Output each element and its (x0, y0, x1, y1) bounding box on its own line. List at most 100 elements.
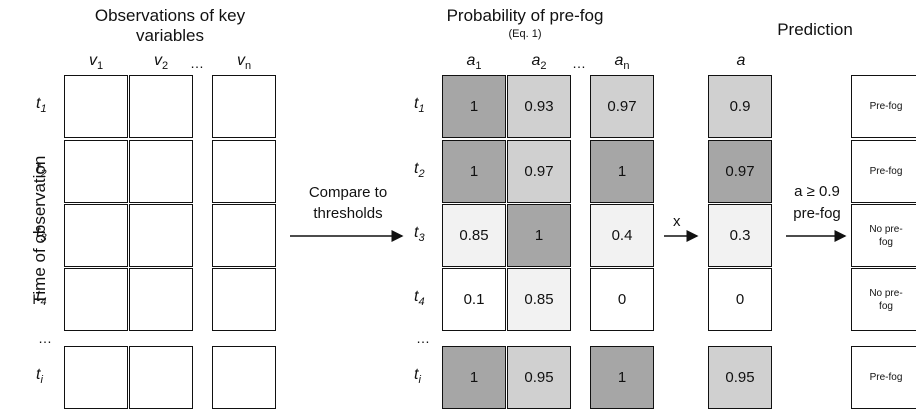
probability-cell: 1 (507, 204, 571, 267)
prediction-label: Pre-fog (869, 101, 903, 112)
prediction-label: Pre-fog (869, 372, 903, 383)
prob-column-header: an (592, 52, 652, 72)
row-label-sub: 2 (40, 168, 47, 181)
probability-cell: 0.1 (442, 268, 506, 331)
combined-probability-cell: 0.3 (708, 204, 772, 267)
row-label-base: t (36, 288, 41, 305)
prob-column-header-sub: n (623, 60, 630, 73)
prob-header-ellipsis: … (572, 55, 587, 71)
probability-cell: 0.97 (590, 75, 654, 138)
obs-row-label: t1 (36, 95, 66, 115)
row-label-sub: 4 (418, 296, 425, 309)
observation-cell (212, 140, 276, 203)
prob-row-label: t3 (414, 224, 444, 244)
observation-cell (64, 346, 128, 409)
observation-cell (129, 75, 193, 138)
observation-cell (212, 75, 276, 138)
obs-row-label: t4 (36, 288, 66, 308)
combined-probability-cell: 0.97 (708, 140, 772, 203)
row-label-base: t (414, 224, 419, 241)
prob-column-header-sub: 2 (540, 60, 547, 73)
obs-row-label: t2 (36, 160, 66, 180)
probability-cell: 1 (442, 346, 506, 409)
prediction-title: Prediction (777, 20, 853, 39)
obs-column-header-base: v (236, 52, 245, 69)
prob-column-header-base: a (531, 52, 541, 69)
probability-cell: 0.97 (507, 140, 571, 203)
observation-cell (212, 204, 276, 267)
prediction-cell: No pre-fog (851, 204, 916, 267)
obs-column-header-base: v (153, 52, 162, 69)
prediction-cell: Pre-fog (851, 140, 916, 203)
multiply-arrow-label: x (673, 213, 681, 230)
obs-column-header-base: v (88, 52, 97, 69)
obs-column-header: vn (214, 52, 274, 72)
row-label-sub: 1 (40, 103, 47, 116)
observation-cell (129, 346, 193, 409)
probability-cell: 0.93 (507, 75, 571, 138)
probability-cell: 0.4 (590, 204, 654, 267)
prob-row-label: t4 (414, 288, 444, 308)
obs-column-header-sub: n (244, 60, 252, 73)
row-label-base: t (414, 366, 419, 383)
prob-column-header-base: a (614, 52, 624, 69)
obs-row-ellipsis: … (38, 330, 53, 346)
observation-cell (129, 268, 193, 331)
prob-column-header: a1 (444, 52, 504, 72)
prediction-cell: No pre-fog (851, 268, 916, 331)
probability-cell: 0.85 (507, 268, 571, 331)
observation-cell (64, 140, 128, 203)
row-label-sub: i (40, 374, 43, 387)
row-label-base: t (36, 95, 41, 112)
threshold-arrow-label-top: a ≥ 0.9 (782, 183, 852, 200)
row-label-sub: 4 (40, 296, 47, 309)
combined-probability-cell: 0.9 (708, 75, 772, 138)
row-label-base: t (36, 160, 41, 177)
row-label-sub: i (418, 374, 421, 387)
row-label-sub: 1 (418, 103, 425, 116)
observation-cell (64, 75, 128, 138)
probability-title: Probability of pre-fog (446, 6, 604, 25)
probability-equation-ref: (Eq. 1) (508, 28, 542, 40)
prediction-cell: Pre-fog (851, 346, 916, 409)
prob-column-header: a2 (509, 52, 569, 72)
prediction-label: No pre-fog (869, 223, 903, 248)
threshold-arrow-label-bottom: pre-fog (793, 205, 841, 222)
row-label-base: t (414, 95, 419, 112)
obs-column-header: v2 (131, 52, 191, 72)
row-label-sub: 2 (418, 168, 425, 181)
prediction-cell: Pre-fog (851, 75, 916, 138)
prob-column-header-base: a (466, 52, 476, 69)
probability-cell: 0.95 (507, 346, 571, 409)
combined-column-header: a (736, 52, 746, 69)
obs-row-label: t3 (36, 224, 66, 244)
threshold-condition: a ≥ 0.9 (794, 183, 840, 200)
row-label-base: t (36, 366, 41, 383)
obs-column-header: v1 (66, 52, 126, 72)
prob-column-header-sub: 1 (475, 60, 482, 73)
prediction-label: No pre-fog (869, 287, 903, 312)
probability-cell: 1 (442, 75, 506, 138)
combined-probability-cell: 0 (708, 268, 772, 331)
obs-row-label: ti (36, 366, 66, 386)
observation-cell (64, 268, 128, 331)
prob-row-ellipsis: … (416, 330, 431, 346)
row-label-base: t (414, 160, 419, 177)
observation-cell (129, 204, 193, 267)
probability-cell: 0 (590, 268, 654, 331)
row-label-base: t (36, 224, 41, 241)
prob-row-label: t2 (414, 160, 444, 180)
compare-arrow-label: Compare to thresholds (308, 184, 388, 222)
observation-cell (212, 268, 276, 331)
row-label-base: t (414, 288, 419, 305)
probability-cell: 1 (590, 346, 654, 409)
probability-cell: 1 (442, 140, 506, 203)
prob-row-label: ti (414, 366, 444, 386)
row-label-sub: 3 (418, 232, 425, 245)
obs-column-header-sub: 2 (161, 60, 169, 73)
observation-cell (64, 204, 128, 267)
obs-header-ellipsis: … (190, 55, 205, 71)
row-label-sub: 3 (40, 232, 47, 245)
observation-cell (212, 346, 276, 409)
